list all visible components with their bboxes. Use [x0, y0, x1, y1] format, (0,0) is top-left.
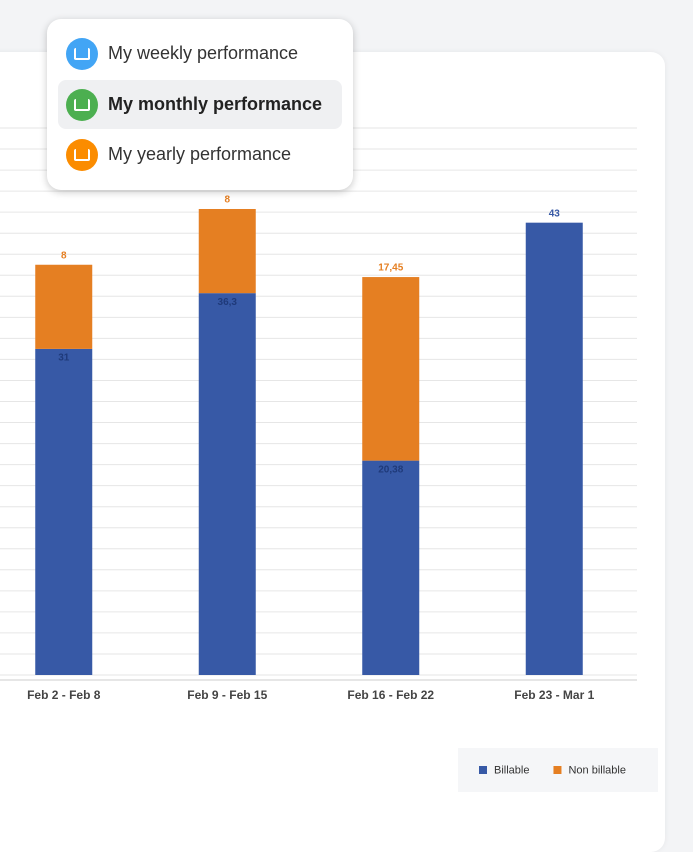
x-tick-label: Feb 23 - Mar 1 — [514, 688, 594, 702]
bar-segment — [362, 277, 420, 461]
x-tick-label: Feb 9 - Feb 15 — [187, 688, 267, 702]
data-label: 36,3 — [218, 297, 238, 308]
data-label: 31 — [58, 353, 70, 364]
icon — [66, 37, 98, 70]
data-label: 8 — [224, 195, 230, 206]
menu-label: My weekly performance — [108, 43, 299, 63]
bar-segment — [525, 222, 583, 675]
menu-item[interactable]: My monthly performance — [58, 80, 342, 129]
menu-label: My monthly performance — [108, 94, 323, 114]
legend-swatch — [553, 766, 562, 774]
menu-item[interactable]: My yearly performance — [58, 130, 342, 179]
data-label: 20,38 — [378, 464, 403, 475]
x-tick-label: Feb 2 - Feb 8 — [27, 688, 101, 702]
bar-segment — [362, 460, 420, 675]
dropdown-menu: My weekly performance My monthly perform… — [47, 19, 353, 190]
data-label: 43 — [549, 208, 561, 219]
bar-segment — [198, 208, 256, 294]
page: Feb 2 - Feb 8 31 8 Feb 9 - Feb 15 36,3 8 Feb 1… — [0, 19, 665, 852]
legend-label: Non billable — [568, 764, 625, 776]
bar-segment — [198, 293, 256, 675]
menu-item[interactable]: My weekly performance — [58, 29, 342, 78]
bar-segment — [35, 264, 93, 349]
menu-label: My yearly performance — [108, 144, 292, 164]
legend-label: Billable — [494, 764, 529, 776]
chart: Feb 2 - Feb 8 31 8 Feb 9 - Feb 15 36,3 8 Feb 1… — [0, 127, 637, 777]
legend-swatch — [479, 766, 487, 774]
icon — [66, 138, 98, 171]
data-label: 17,45 — [378, 263, 403, 274]
icon — [66, 88, 98, 121]
data-label: 8 — [61, 250, 67, 261]
bar-segment — [35, 348, 93, 675]
x-tick-label: Feb 16 - Feb 22 — [347, 688, 434, 702]
